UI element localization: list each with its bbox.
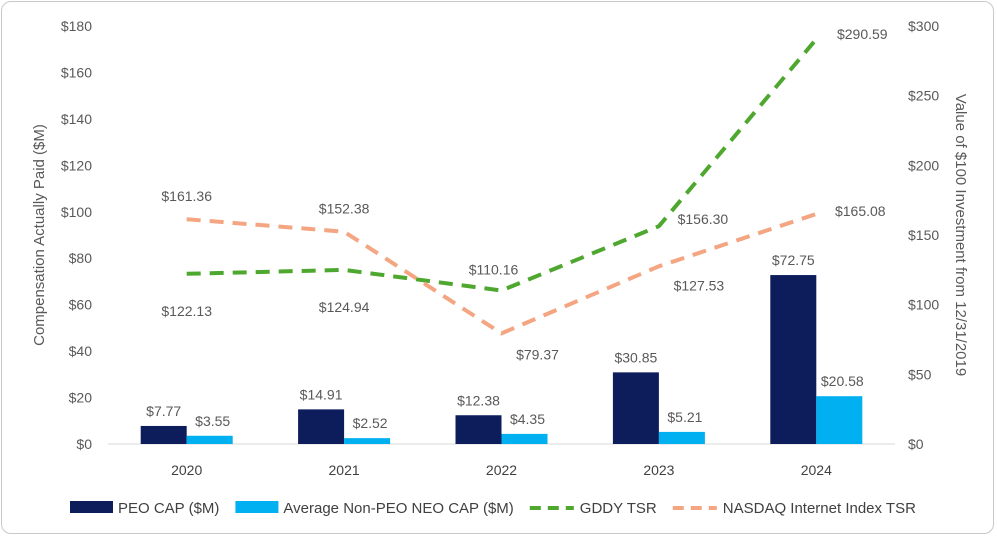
left-tick-label: $0 [76,436,92,452]
right-tick-label: $300 [908,18,939,34]
line-data-label: $79.37 [516,346,559,362]
bar-data-label: $3.55 [195,413,230,429]
left-tick-label: $120 [61,157,92,173]
right-tick-label: $50 [908,366,932,382]
bar-data-label: $7.77 [146,403,181,419]
bar [658,431,705,444]
bar [455,415,502,444]
bar-data-label: $14.91 [300,386,343,402]
category-label: 2024 [801,462,832,478]
right-tick-label: $250 [908,88,939,104]
left-tick-label: $20 [69,390,93,406]
bar-data-label: $2.52 [353,415,388,431]
right-axis-title: Value of $100 Investment from 12/31/2019 [952,94,969,376]
left-tick-label: $100 [61,204,92,220]
line-data-label: $156.30 [678,211,729,227]
line-series-path [186,37,818,293]
bar-data-label: $12.38 [457,392,500,408]
right-tick-label: $0 [908,436,924,452]
left-tick-label: $180 [61,18,92,34]
legend-label: Average Non-PEO NEO CAP ($M) [283,500,513,517]
bar [298,409,345,444]
bar-data-label: $5.21 [667,409,702,425]
line-data-label: $124.94 [319,299,370,315]
bar [186,435,233,444]
right-tick-label: $200 [908,157,939,173]
left-tick-label: $80 [69,250,93,266]
left-tick-label: $160 [61,64,92,80]
right-tick-label: $150 [908,227,939,243]
right-tick-label: $100 [908,297,939,313]
line-data-label: $122.13 [161,303,212,319]
line-data-label: $110.16 [469,262,519,278]
bar-data-label: $30.85 [614,349,657,365]
line-data-label: $290.59 [837,26,888,42]
bar [140,425,187,444]
line-data-label: $161.36 [161,188,212,204]
category-label: 2021 [329,462,360,478]
left-tick-label: $60 [69,297,93,313]
left-axis-title: Compensation Actually Paid ($M) [31,124,48,346]
left-tick-label: $140 [61,111,92,127]
legend-swatch [235,501,279,513]
bar [612,372,659,444]
left-tick-label: $40 [69,343,93,359]
legend-swatch [70,501,113,513]
category-label: 2023 [643,462,674,478]
bar [501,433,548,444]
bar [770,275,817,444]
bar-data-label: $4.35 [510,411,545,427]
bar [816,396,863,444]
bar [344,438,391,444]
category-label: 2022 [486,462,517,478]
line-data-label: $152.38 [319,201,370,217]
bar-data-label: $72.75 [772,252,815,268]
bar-data-label: $20.58 [821,373,864,389]
category-label: 2020 [171,462,202,478]
line-data-label: $165.08 [835,203,886,219]
line-data-label: $127.53 [674,277,725,293]
legend-label: GDDY TSR [580,500,657,517]
legend-label: NASDAQ Internet Index TSR [723,500,916,517]
legend-label: PEO CAP ($M) [118,500,219,517]
